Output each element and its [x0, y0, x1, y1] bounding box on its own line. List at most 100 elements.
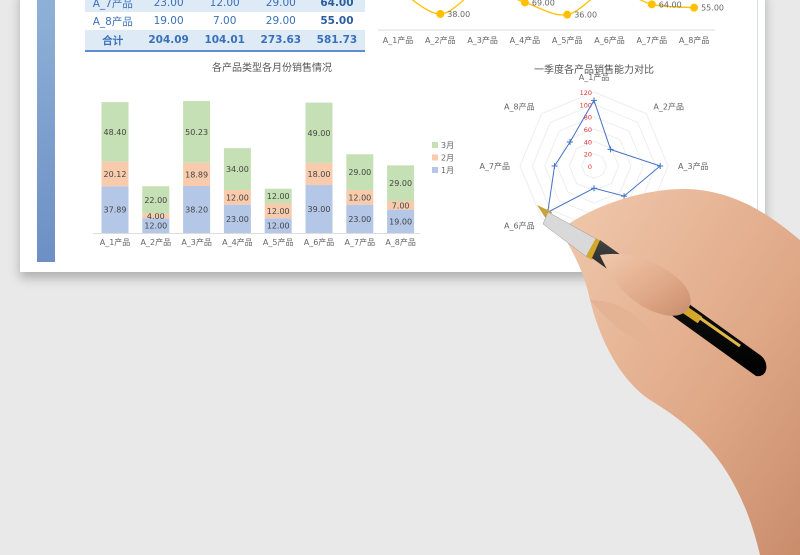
legend-swatch: [432, 142, 438, 148]
radar-tick-label: 40: [584, 138, 592, 146]
line-point: [690, 3, 699, 12]
radar-grid: [556, 128, 632, 204]
cell: 19.00: [153, 15, 184, 27]
radar-tick-label: 0: [588, 163, 592, 171]
cell: 29.00: [265, 15, 296, 27]
line-x-tick-label: A_7产品: [637, 35, 668, 45]
legend-label: 1月: [441, 166, 454, 175]
line-data-label: 64.00: [659, 0, 682, 9]
bar-data-label: 12.00: [144, 222, 167, 231]
bar-x-tick-label: A_7产品: [345, 237, 376, 247]
bar-segment-3月: [305, 102, 333, 163]
line-x-tick-label: A_1产品: [383, 35, 414, 45]
bar-data-label: 39.00: [308, 205, 331, 214]
cell-name: 合计: [85, 30, 141, 52]
bar-data-label: 29.00: [389, 179, 412, 188]
radar-tick-label: 20: [584, 151, 592, 159]
line-x-tick-label: A_8产品: [679, 35, 710, 45]
bar-x-tick-label: A_4产品: [222, 237, 253, 247]
cell-total: 581.73: [308, 30, 365, 52]
bar-segment-1月: [346, 204, 374, 233]
bar-x-tick-label: A_6产品: [304, 237, 335, 247]
table-row: A_7产品 23.00 12.00 29.00 64.00: [85, 0, 365, 12]
line-x-tick-label: A_6产品: [594, 35, 625, 45]
bar-segment-3月: [101, 102, 129, 162]
bar-segment-3月: [346, 154, 374, 190]
radar-point: [621, 193, 628, 200]
bar-x-tick-label: A_2产品: [141, 237, 172, 247]
radar-axis-label: A_2产品: [653, 102, 684, 112]
radar-tick-label: 120: [580, 89, 592, 97]
radar-grid: [581, 153, 607, 179]
table-row: A_8产品 19.00 7.00 29.00 55.00: [85, 12, 365, 30]
bar-segment-1月: [101, 186, 129, 233]
bar-data-label: 4.00: [147, 212, 165, 221]
line-point: [436, 9, 445, 18]
bar-segment-2月: [264, 203, 292, 219]
summary-table: A_7产品 23.00 12.00 29.00 64.00 A_8产品 19.0…: [85, 0, 365, 52]
cell: 7.00: [213, 15, 237, 27]
page-border: [757, 0, 758, 262]
table-total-row: 合计 204.09 104.01 273.63 581.73: [85, 30, 365, 52]
radar-tick-label: 60: [584, 126, 592, 134]
cell-total: 55.00: [320, 15, 354, 27]
bar-data-label: 37.89: [104, 206, 127, 215]
bar-data-label: 18.89: [185, 170, 208, 179]
legend-swatch: [432, 154, 438, 161]
bar-segment-1月: [305, 185, 333, 233]
cell-total: 64.00: [308, 0, 365, 12]
bar-data-label: 34.00: [226, 165, 249, 174]
radar-axis-label: A_3产品: [678, 161, 709, 171]
bar-segment-1月: [142, 218, 170, 233]
cell-name: A_7产品: [85, 0, 141, 12]
bar-segment-2月: [142, 213, 170, 219]
bar-segment-2月: [346, 189, 374, 205]
legend-label: 3月: [441, 141, 454, 150]
bar-data-label: 12.00: [267, 192, 290, 201]
bar-data-label: 23.00: [226, 215, 249, 224]
cell-name: A_8产品: [92, 15, 133, 28]
bar-data-label: 18.00: [308, 170, 331, 179]
cell: 273.63: [252, 30, 309, 52]
sidebar-strip: [37, 0, 55, 262]
cell: 104.01: [196, 30, 253, 52]
bar-chart-title: 各产品类型各月份销售情况: [212, 61, 332, 74]
legend-swatch: [432, 167, 438, 173]
radar-point: [657, 163, 664, 169]
bar-data-label: 23.00: [348, 215, 371, 224]
bar-segment-3月: [223, 148, 251, 190]
bar-data-label: 12.00: [267, 222, 290, 231]
bar-segment-2月: [223, 189, 251, 205]
bar-data-label: 12.00: [226, 193, 249, 202]
cell: 29.00: [252, 0, 309, 12]
radar-tick-label: 80: [584, 114, 592, 122]
line-x-tick-label: A_4产品: [510, 35, 541, 45]
bar-data-label: 20.12: [104, 170, 127, 179]
bar-data-label: 49.00: [308, 129, 331, 138]
radar-point: [567, 139, 574, 146]
radar-axis-label: A_6产品: [504, 220, 535, 230]
radar-axis-label: A_1产品: [579, 72, 610, 82]
line-point: [520, 0, 529, 7]
line-x-tick-label: A_3产品: [467, 35, 498, 45]
bar-data-label: 48.40: [104, 128, 127, 137]
bar-segment-2月: [305, 162, 333, 186]
radar-axis-label: A_7产品: [479, 161, 510, 171]
cell: 204.09: [140, 30, 197, 52]
bar-x-tick-label: A_5产品: [263, 237, 294, 247]
bar-segment-2月: [387, 201, 415, 210]
bar-data-label: 50.23: [185, 128, 208, 137]
radar-point: [607, 146, 614, 153]
bar-data-label: 7.00: [392, 201, 410, 210]
radar-point: [551, 163, 558, 169]
bar-segment-2月: [183, 162, 211, 187]
radar-point: [591, 185, 597, 192]
bar-data-label: 38.20: [185, 206, 208, 215]
bar-segment-3月: [142, 186, 170, 214]
bar-x-tick-label: A_1产品: [100, 237, 131, 247]
radar-chart-title: 一季度各产品销售能力对比: [534, 63, 654, 76]
bar-data-label: 12.00: [348, 193, 371, 202]
line-x-tick-label: A_2产品: [425, 35, 456, 45]
line-data-label: 55.00: [701, 4, 724, 13]
